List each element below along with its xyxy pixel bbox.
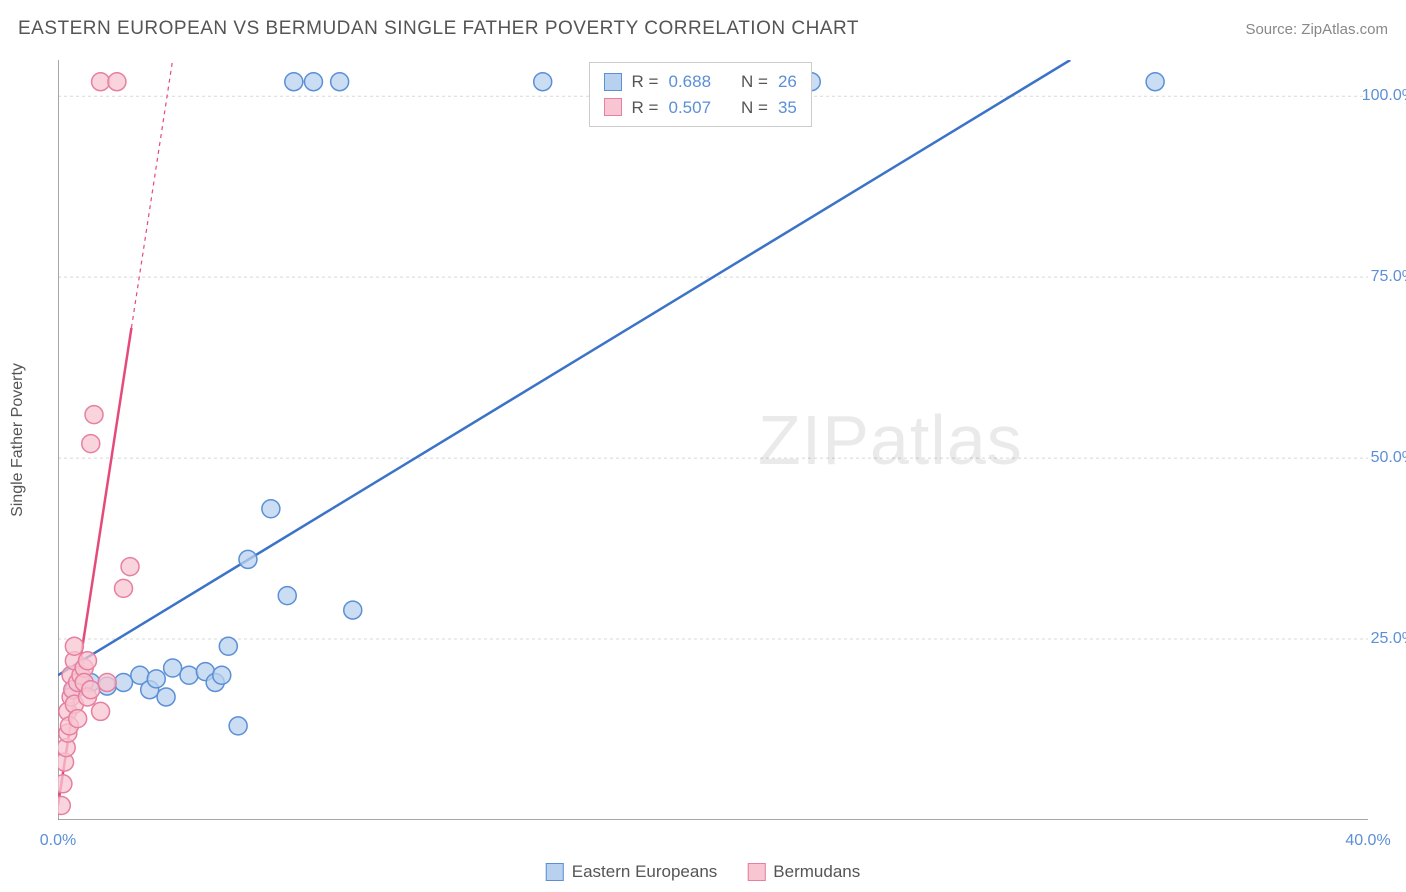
r-label: R = xyxy=(632,95,659,121)
chart-area: Single Father Poverty 25.0%50.0%75.0%100… xyxy=(48,60,1388,820)
swatch-icon xyxy=(546,863,564,881)
legend-item: Eastern Europeans xyxy=(546,862,718,882)
stats-row: R = 0.507 N = 35 xyxy=(604,95,797,121)
chart-title: EASTERN EUROPEAN VS BERMUDAN SINGLE FATH… xyxy=(18,18,859,40)
y-tick-label: 25.0% xyxy=(1371,630,1406,648)
legend: Eastern Europeans Bermudans xyxy=(546,862,860,882)
y-axis-label: Single Father Poverty xyxy=(9,363,27,517)
n-label: N = xyxy=(741,95,768,121)
swatch-icon xyxy=(604,98,622,116)
y-tick-label: 75.0% xyxy=(1371,268,1406,286)
legend-item: Bermudans xyxy=(747,862,860,882)
stats-row: R = 0.688 N = 26 xyxy=(604,69,797,95)
n-value: 26 xyxy=(778,69,797,95)
y-tick-label: 50.0% xyxy=(1371,449,1406,467)
x-tick-label: 40.0% xyxy=(1345,832,1390,850)
r-value: 0.507 xyxy=(668,95,711,121)
n-label: N = xyxy=(741,69,768,95)
source-label: Source: ZipAtlas.com xyxy=(1245,21,1388,38)
y-tick-label: 100.0% xyxy=(1362,87,1406,105)
x-tick-label: 0.0% xyxy=(40,832,76,850)
r-label: R = xyxy=(632,69,659,95)
n-value: 35 xyxy=(778,95,797,121)
swatch-icon xyxy=(747,863,765,881)
header: EASTERN EUROPEAN VS BERMUDAN SINGLE FATH… xyxy=(18,18,1388,40)
r-value: 0.688 xyxy=(668,69,711,95)
scatter-plot-svg xyxy=(58,60,1368,820)
legend-label: Eastern Europeans xyxy=(572,862,718,882)
legend-label: Bermudans xyxy=(773,862,860,882)
stats-box: R = 0.688 N = 26 R = 0.507 N = 35 xyxy=(589,62,812,127)
plot: 25.0%50.0%75.0%100.0% 0.0%40.0% R = 0.68… xyxy=(58,60,1368,820)
swatch-icon xyxy=(604,73,622,91)
